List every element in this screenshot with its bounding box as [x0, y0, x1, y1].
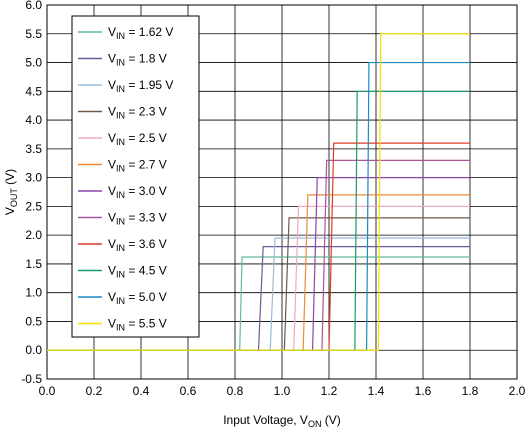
legend-entry-sub: IN — [116, 137, 125, 147]
legend-entry-main: V — [108, 131, 116, 145]
legend-entry-value: = 1.62 V — [125, 25, 173, 39]
legend-entry-sub: IN — [116, 84, 125, 94]
legend-entry-value: = 3.6 V — [125, 237, 167, 251]
legend-entry: VIN = 3.0 V — [108, 184, 167, 200]
legend-entry-main: V — [108, 158, 116, 172]
legend-entry: VIN = 2.3 V — [108, 105, 167, 121]
x-tick-label: 0.4 — [133, 384, 150, 398]
legend-entry-main: V — [108, 264, 116, 278]
series-line-12 — [47, 33, 470, 351]
y-axis-title-main: V — [3, 207, 17, 215]
legend-entry-main: V — [108, 78, 116, 92]
legend-entry-value: = 5.0 V — [125, 290, 167, 304]
x-tick-label: 0.2 — [86, 384, 103, 398]
y-tick-label: -0.5 — [21, 372, 42, 386]
legend-entry-main: V — [108, 184, 116, 198]
y-axis-title: VOUT (V) — [3, 169, 19, 215]
legend-entry-value: = 1.95 V — [125, 78, 173, 92]
legend-entry-sub: IN — [116, 190, 125, 200]
legend-entry-main: V — [108, 317, 116, 331]
legend-entry-value: = 3.3 V — [125, 211, 167, 225]
x-tick-label: 0.6 — [180, 384, 197, 398]
legend-entry: VIN = 1.8 V — [108, 52, 167, 68]
legend-entry-main: V — [108, 237, 116, 251]
legend-entry: VIN = 1.62 V — [108, 25, 173, 41]
legend-entry: VIN = 5.0 V — [108, 290, 167, 306]
tick-labels: 0.0 0.2 0.4 0.6 0.8 1.0 1.2 1.4 1.6 1.8 2.0-0.50.0… — [21, 0, 525, 398]
x-axis-title-sub: ON — [308, 419, 322, 429]
y-tick-label: 5.5 — [25, 27, 42, 41]
y-tick-label: 1.0 — [25, 286, 42, 300]
x-tick-label: 0.8 — [227, 384, 244, 398]
y-tick-label: 4.0 — [25, 113, 42, 127]
x-axis-title: Input Voltage, VON (V) — [223, 413, 341, 429]
legend-entry-main: V — [108, 211, 116, 225]
legend-entry-value: = 2.3 V — [125, 105, 167, 119]
legend-entry-sub: IN — [116, 111, 125, 121]
legend-entry-value: = 2.7 V — [125, 158, 167, 172]
x-tick-label: 1.8 — [462, 384, 479, 398]
legend-entry: VIN = 1.95 V — [108, 78, 173, 94]
y-axis-title-unit: (V) — [3, 169, 17, 188]
legend-box — [71, 15, 200, 338]
legend-entry: VIN = 3.6 V — [108, 237, 167, 253]
x-tick-label: 1.0 — [274, 384, 291, 398]
legend-entry-value: = 2.5 V — [125, 131, 167, 145]
y-tick-label: 3.0 — [25, 171, 42, 185]
x-axis-title-unit: (V) — [321, 413, 340, 427]
legend-entry: VIN = 4.5 V — [108, 264, 167, 280]
x-tick-label: 1.4 — [368, 384, 385, 398]
legend-entry-main: V — [108, 25, 116, 39]
y-tick-label: 6.0 — [25, 0, 42, 12]
legend-entry-value: = 5.5 V — [125, 317, 167, 331]
legend-entry-sub: IN — [116, 31, 125, 41]
y-tick-label: 2.0 — [25, 228, 42, 242]
legend-entry-value: = 3.0 V — [125, 184, 167, 198]
legend-entry-main: V — [108, 52, 116, 66]
y-tick-label: 1.5 — [25, 257, 42, 271]
y-axis-title-sub: OUT — [9, 188, 19, 208]
x-tick-label: 2.0 — [509, 384, 526, 398]
legend-entry-value: = 1.8 V — [125, 52, 167, 66]
legend-entry: VIN = 2.5 V — [108, 131, 167, 147]
y-tick-label: 4.5 — [25, 84, 42, 98]
y-tick-label: 5.0 — [25, 56, 42, 70]
x-tick-label: 0.0 — [39, 384, 56, 398]
legend-entry-main: V — [108, 290, 116, 304]
legend-entry-sub: IN — [116, 243, 125, 253]
legend-entry-sub: IN — [116, 164, 125, 174]
y-tick-label: 0.0 — [25, 343, 42, 357]
legend-entry-sub: IN — [116, 323, 125, 333]
series-lines — [47, 33, 470, 351]
legend-entry: VIN = 2.7 V — [108, 158, 167, 174]
legend-entry: VIN = 5.5 V — [108, 317, 167, 333]
y-tick-label: 0.5 — [25, 314, 42, 328]
y-tick-label: 3.5 — [25, 142, 42, 156]
y-tick-label: 2.5 — [25, 199, 42, 213]
x-axis-title-main: Input Voltage, V — [223, 413, 308, 427]
legend-entry-main: V — [108, 105, 116, 119]
legend-entry: VIN = 3.3 V — [108, 211, 167, 227]
legend-entry-value: = 4.5 V — [125, 264, 167, 278]
legend-entry-sub: IN — [116, 58, 125, 68]
x-tick-label: 1.2 — [321, 384, 338, 398]
legend-entry-sub: IN — [116, 217, 125, 227]
x-tick-label: 1.6 — [415, 384, 432, 398]
legend-entry-sub: IN — [116, 270, 125, 280]
legend-entry-sub: IN — [116, 296, 125, 306]
